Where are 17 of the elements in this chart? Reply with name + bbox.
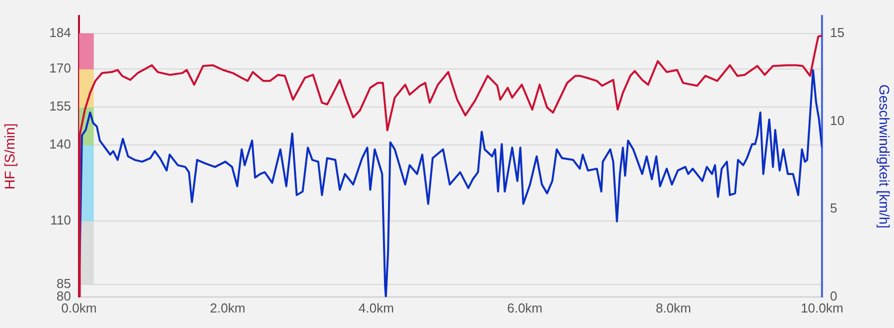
y-axis-title: HF [S/min]	[1, 123, 18, 190]
x-tick-label: 2.0km	[210, 300, 246, 316]
y-tick-label: 184	[49, 25, 71, 40]
y-tick-label: 140	[49, 136, 71, 152]
y2-axis-title: Geschwindigkeit [km/h]	[876, 84, 893, 228]
y-tick-label: 155	[49, 98, 71, 114]
x-tick-label: 8.0km	[656, 300, 692, 316]
x-tick-label: 6.0km	[507, 300, 543, 316]
x-tick-label: 4.0km	[358, 300, 394, 316]
y-tick-label: 85	[56, 276, 71, 291]
y-tick-label: 170	[49, 60, 71, 76]
y2-tick-label: 5	[830, 200, 838, 216]
y2-tick-label: 10	[830, 112, 844, 128]
y2-tick-label: 15	[830, 24, 844, 40]
bar	[79, 68, 94, 108]
bar	[79, 33, 94, 70]
y-tick-label: 110	[50, 212, 71, 228]
